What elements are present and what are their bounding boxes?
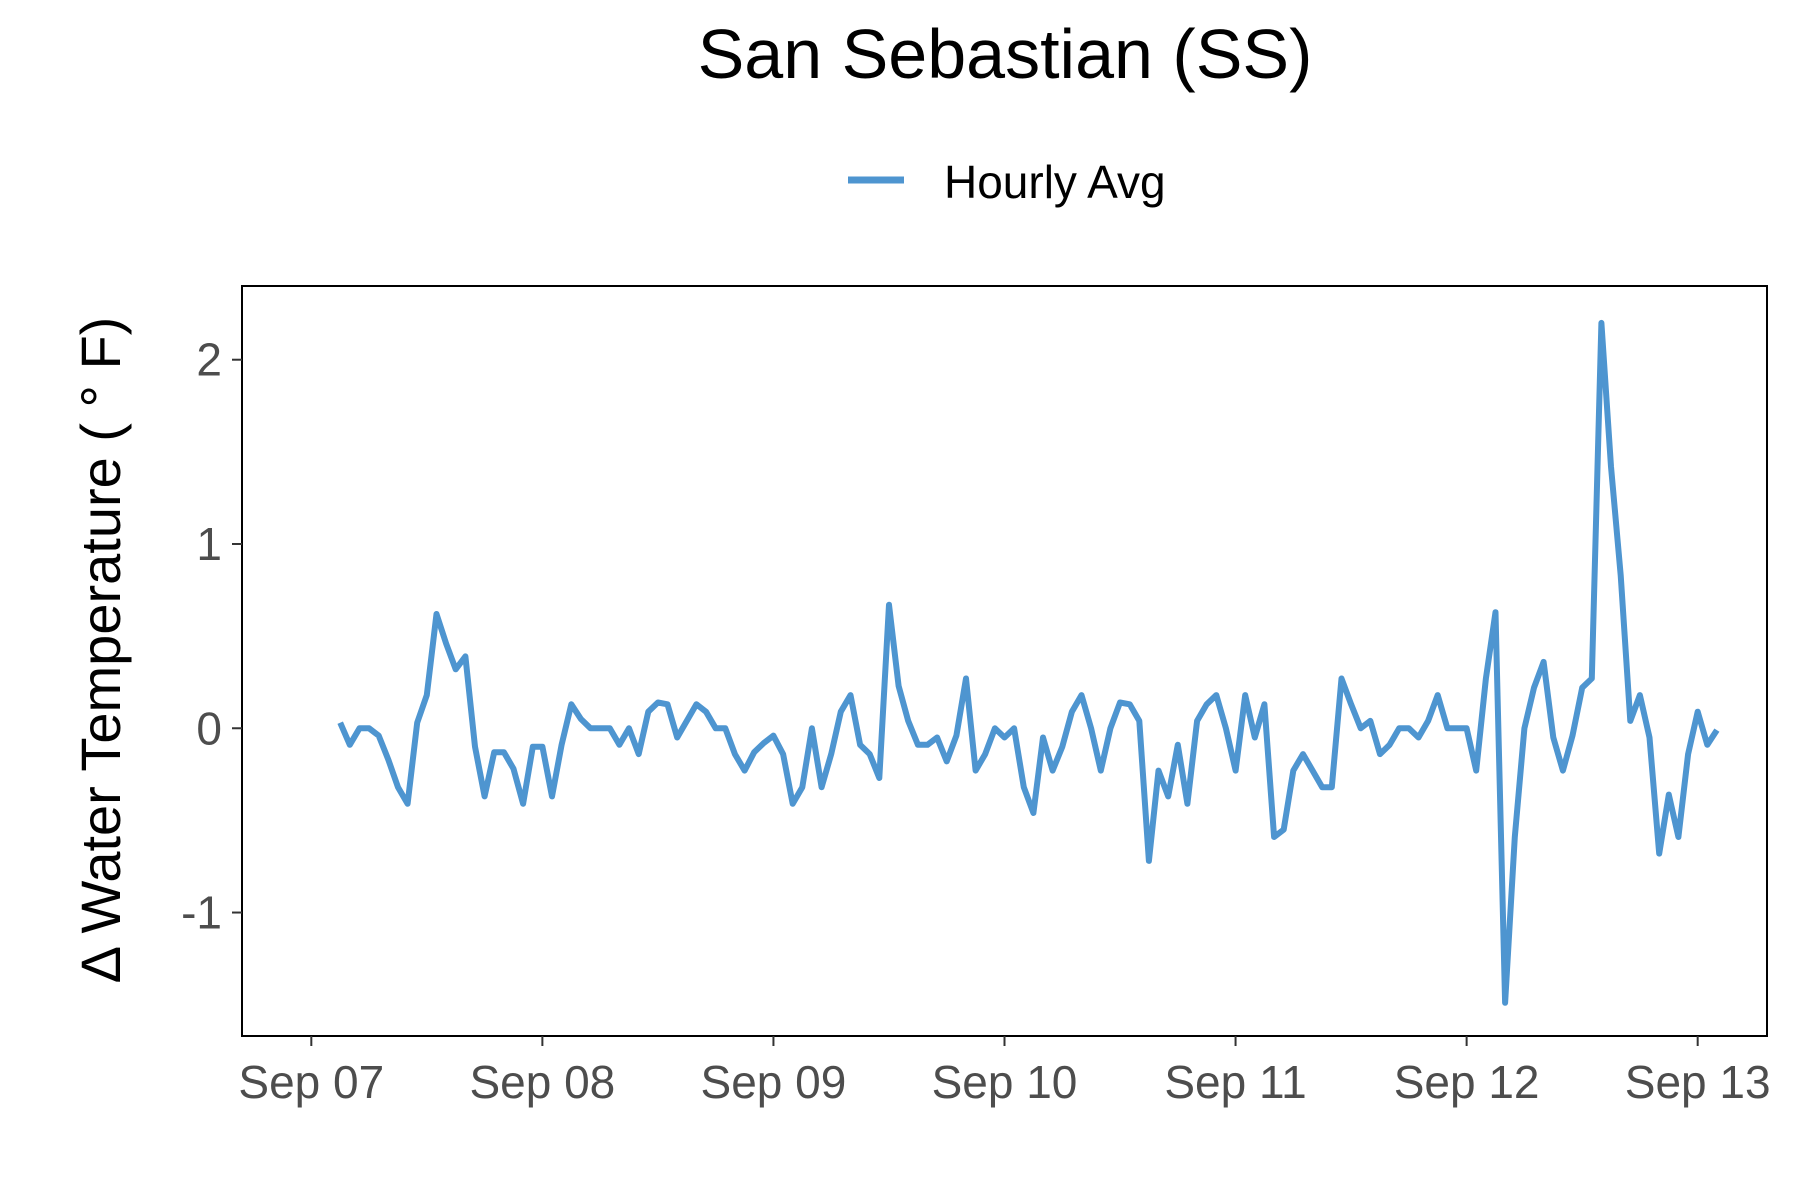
x-tick-label: Sep 07 <box>238 1056 384 1108</box>
x-tick-label: Sep 09 <box>701 1056 847 1108</box>
y-tick-label: 0 <box>196 702 222 754</box>
x-tick-label: Sep 08 <box>469 1056 615 1108</box>
y-tick-label: 1 <box>196 518 222 570</box>
x-axis: Sep 07 Sep 08 Sep 09 Sep 10 Sep 11 Sep 12 Sep … <box>238 1036 1771 1108</box>
series-line-hourly-avg <box>337 319 1720 1006</box>
series-layer <box>337 319 1720 1006</box>
x-tick-label: Sep 11 <box>1164 1056 1306 1108</box>
x-tick-label: Sep 10 <box>932 1056 1078 1108</box>
y-tick-label: -1 <box>181 887 222 939</box>
y-axis: -1 0 1 2 <box>181 334 242 939</box>
legend: Hourly Avg <box>848 156 1166 208</box>
legend-label-hourly-avg: Hourly Avg <box>944 156 1166 208</box>
x-tick-label: Sep 13 <box>1625 1056 1771 1108</box>
chart-title: San Sebastian (SS) <box>698 15 1313 93</box>
y-axis-label: Δ Water Temperature ( ° F) <box>69 317 132 984</box>
plot-panel-border <box>241 285 1768 1037</box>
y-tick-label: 2 <box>196 334 222 386</box>
x-tick-label: Sep 12 <box>1394 1056 1540 1108</box>
